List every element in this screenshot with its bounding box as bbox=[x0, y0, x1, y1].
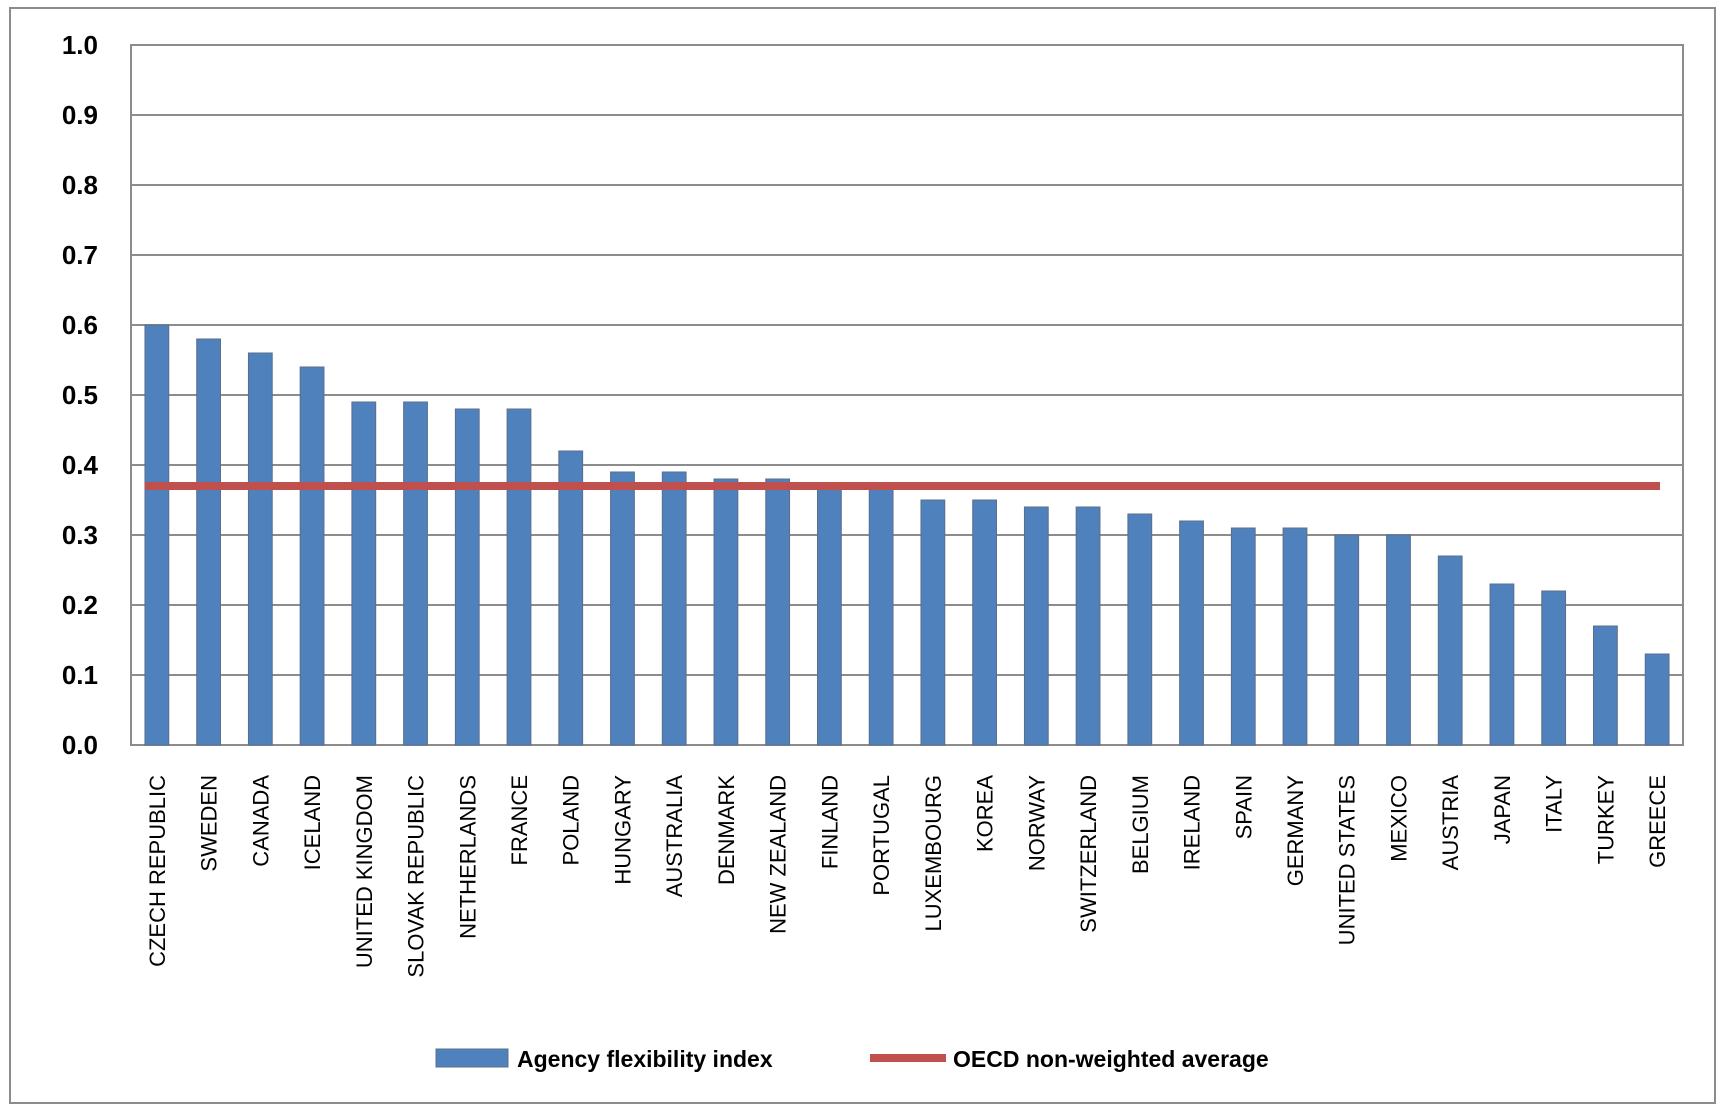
legend: Agency flexibility index OECD non-weight… bbox=[435, 1046, 1269, 1072]
x-tick-label: SWEDEN bbox=[197, 775, 222, 872]
bar bbox=[403, 401, 428, 746]
x-tick-label: AUSTRIA bbox=[1438, 775, 1463, 871]
bar bbox=[1644, 653, 1670, 746]
bar bbox=[817, 485, 842, 746]
y-axis-tick-labels: 0.0 0.1 0.2 0.3 0.4 0.5 0.6 0.7 0.8 0.9 1.0 bbox=[62, 30, 99, 760]
legend-label-bars: Agency flexibility index bbox=[517, 1046, 773, 1072]
plot-area-border bbox=[130, 44, 1684, 746]
x-tick-label: MEXICO bbox=[1386, 775, 1411, 862]
bar bbox=[713, 478, 739, 746]
y-tick-label: 0.1 bbox=[62, 660, 98, 690]
x-tick-label: SWITZERLAND bbox=[1076, 775, 1101, 933]
bar bbox=[1282, 527, 1308, 746]
bar bbox=[1541, 590, 1567, 746]
x-tick-label: POLAND bbox=[559, 775, 584, 865]
x-tick-label: ICELAND bbox=[300, 775, 325, 870]
bar bbox=[661, 471, 687, 746]
bar bbox=[1023, 506, 1049, 746]
x-tick-label: IRELAND bbox=[1180, 775, 1205, 870]
bar bbox=[1334, 534, 1360, 746]
bar bbox=[868, 485, 894, 746]
x-tick-label: NEW ZEALAND bbox=[766, 775, 791, 934]
x-tick-label: PORTUGAL bbox=[869, 775, 894, 896]
bar bbox=[247, 352, 273, 746]
y-tick-label: 0.4 bbox=[62, 450, 99, 480]
bar bbox=[351, 401, 377, 746]
bar bbox=[765, 478, 791, 746]
x-tick-label: HUNGARY bbox=[610, 775, 635, 885]
bar bbox=[1489, 583, 1515, 746]
chart-frame bbox=[9, 7, 1716, 1104]
x-tick-label: GERMANY bbox=[1283, 775, 1308, 887]
y-tick-label: 0.2 bbox=[62, 590, 98, 620]
y-tick-label: 0.3 bbox=[62, 520, 98, 550]
x-axis-tick-labels: CZECH REPUBLIC SWEDEN CANADA ICELAND UNITED … bbox=[145, 775, 1670, 978]
x-tick-label: BELGIUM bbox=[1128, 775, 1153, 874]
bar bbox=[196, 338, 221, 746]
x-tick-label: DENMARK bbox=[714, 775, 739, 885]
legend-label-average-line: OECD non-weighted average bbox=[953, 1046, 1269, 1072]
x-tick-label: CZECH REPUBLIC bbox=[145, 775, 170, 967]
y-tick-label: 0.0 bbox=[62, 730, 98, 760]
bar bbox=[454, 408, 480, 746]
bar bbox=[920, 499, 946, 746]
y-tick-label: 0.9 bbox=[62, 100, 98, 130]
x-tick-label: SLOVAK REPUBLIC bbox=[404, 775, 429, 978]
x-tick-label: TURKEY bbox=[1593, 775, 1618, 865]
x-tick-label: GREECE bbox=[1645, 775, 1670, 868]
y-tick-label: 0.5 bbox=[62, 380, 98, 410]
bar bbox=[1593, 625, 1618, 746]
x-tick-label: UNITED STATES bbox=[1335, 775, 1360, 945]
y-tick-label: 0.7 bbox=[62, 240, 98, 270]
bar bbox=[1386, 534, 1411, 746]
x-tick-label: UNITED KINGDOM bbox=[352, 775, 377, 968]
bar bbox=[1437, 555, 1463, 746]
bar bbox=[972, 499, 997, 746]
bar bbox=[558, 450, 584, 746]
bar bbox=[1127, 513, 1153, 746]
x-tick-label: NETHERLANDS bbox=[455, 775, 480, 939]
x-tick-label: AUSTRALIA bbox=[662, 775, 687, 898]
y-tick-label: 0.6 bbox=[62, 310, 98, 340]
bar bbox=[299, 366, 325, 746]
bar bbox=[506, 408, 532, 746]
bar bbox=[1230, 527, 1256, 746]
legend-swatch-average-line bbox=[870, 1054, 946, 1062]
x-tick-label: CANADA bbox=[248, 775, 273, 867]
x-tick-label: FINLAND bbox=[817, 775, 842, 869]
bar bbox=[610, 471, 635, 746]
x-tick-label: NORWAY bbox=[1024, 775, 1049, 871]
x-tick-label: FRANCE bbox=[507, 775, 532, 865]
bars bbox=[144, 324, 1670, 746]
x-tick-label: SPAIN bbox=[1231, 775, 1256, 839]
bar bbox=[1179, 520, 1204, 746]
x-tick-label: LUXEMBOURG bbox=[921, 775, 946, 931]
y-tick-label: 0.8 bbox=[62, 170, 98, 200]
x-tick-label: ITALY bbox=[1542, 775, 1567, 833]
bar bbox=[144, 324, 170, 746]
y-tick-label: 1.0 bbox=[62, 30, 98, 60]
x-tick-label: KOREA bbox=[973, 775, 998, 852]
bar bbox=[1075, 506, 1101, 746]
x-tick-label: JAPAN bbox=[1490, 775, 1515, 844]
legend-swatch-bars bbox=[435, 1048, 509, 1068]
